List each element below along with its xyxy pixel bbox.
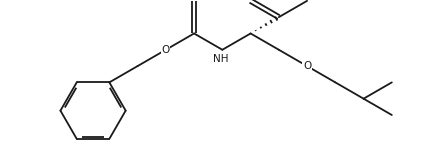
Text: O: O xyxy=(303,61,311,71)
Text: O: O xyxy=(162,45,170,55)
Text: NH: NH xyxy=(213,54,229,64)
